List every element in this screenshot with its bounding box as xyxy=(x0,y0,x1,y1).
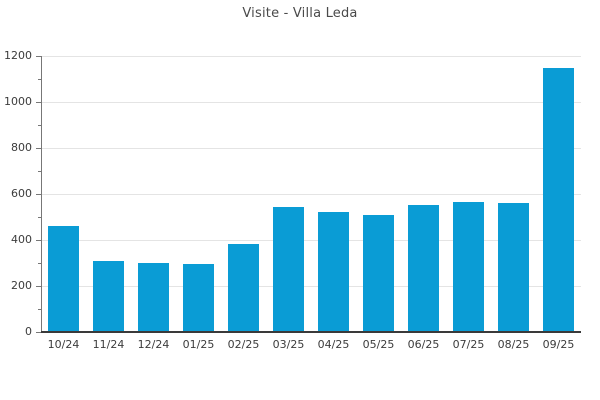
y-axis-minor-tick xyxy=(38,263,41,264)
y-tick-label: 1200 xyxy=(4,49,32,62)
y-axis-line xyxy=(41,56,42,332)
y-axis-major-tick xyxy=(36,194,41,195)
x-tick-label: 09/25 xyxy=(542,338,575,351)
x-tick-label: 02/25 xyxy=(227,338,260,351)
y-axis-major-tick xyxy=(36,56,41,57)
bar-01-25 xyxy=(183,264,214,331)
gridline xyxy=(41,285,581,287)
x-tick-label: 10/24 xyxy=(47,338,80,351)
y-tick-label: 200 xyxy=(11,279,32,292)
gridline xyxy=(41,55,581,57)
x-tick-label: 01/25 xyxy=(182,338,215,351)
x-tick-label: 12/24 xyxy=(137,338,170,351)
y-axis-major-tick xyxy=(36,102,41,103)
y-tick-label: 600 xyxy=(11,187,32,200)
y-tick-label: 800 xyxy=(11,141,32,154)
bar-09-25 xyxy=(543,68,574,331)
chart-title: Visite - Villa Leda xyxy=(242,6,358,21)
bar-10-24 xyxy=(48,226,79,331)
bar-03-25 xyxy=(273,207,304,331)
y-axis-minor-tick xyxy=(38,79,41,80)
bar-12-24 xyxy=(138,263,169,331)
y-tick-label: 1000 xyxy=(4,95,32,108)
gridline xyxy=(41,147,581,149)
gridline xyxy=(41,193,581,195)
y-axis-minor-tick xyxy=(38,309,41,310)
y-axis-minor-tick xyxy=(38,125,41,126)
gridline xyxy=(41,101,581,103)
y-axis-major-tick xyxy=(36,240,41,241)
gridline xyxy=(41,239,581,241)
bar-06-25 xyxy=(408,205,439,331)
y-axis-minor-tick xyxy=(38,171,41,172)
x-tick-label: 04/25 xyxy=(317,338,350,351)
bar-08-25 xyxy=(498,202,529,331)
x-tick-label: 08/25 xyxy=(497,338,530,351)
y-tick-label: 0 xyxy=(25,325,32,338)
x-tick-label: 03/25 xyxy=(272,338,305,351)
x-tick-label: 06/25 xyxy=(407,338,440,351)
plot-area xyxy=(41,55,581,333)
bar-07-25 xyxy=(453,201,484,331)
x-axis-line xyxy=(41,331,581,333)
bar-02-25 xyxy=(228,244,259,331)
y-axis-major-tick xyxy=(36,286,41,287)
y-tick-label: 400 xyxy=(11,233,32,246)
bar-05-25 xyxy=(363,215,394,331)
bar-04-25 xyxy=(318,211,349,331)
y-axis-major-tick xyxy=(36,148,41,149)
y-axis-major-tick xyxy=(36,332,41,333)
bar-11-24 xyxy=(93,260,124,331)
x-tick-label: 11/24 xyxy=(92,338,125,351)
x-tick-label: 05/25 xyxy=(362,338,395,351)
x-tick-label: 07/25 xyxy=(452,338,485,351)
y-axis-minor-tick xyxy=(38,217,41,218)
